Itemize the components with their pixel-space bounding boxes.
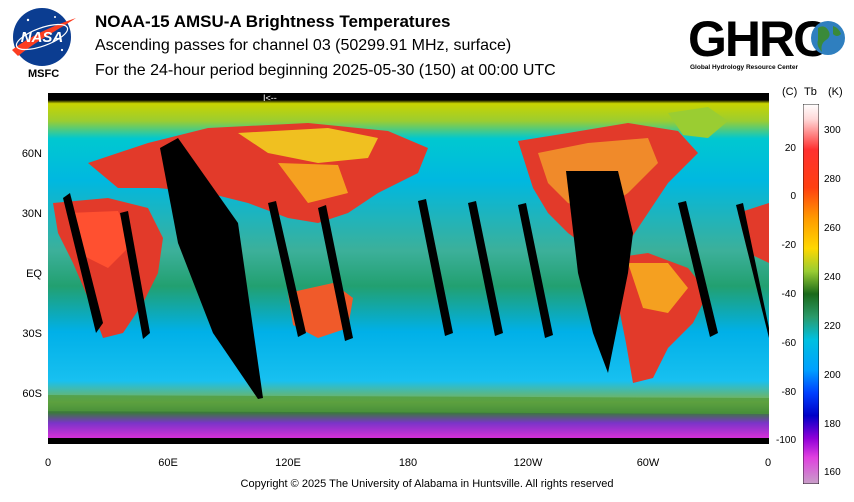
colorbar-k-tick: 220: [824, 321, 841, 332]
colorbar-c-tick: -60: [781, 338, 796, 349]
svg-text:NASA: NASA: [21, 29, 64, 46]
msfc-label: MSFC: [28, 68, 60, 80]
colorbar-c-tick: 0: [790, 191, 796, 202]
lon-label-60e: 60E: [158, 457, 178, 469]
colorbar-k-tick: 160: [824, 467, 841, 478]
ghrc-logo: GHRC: [688, 10, 848, 80]
colorbar-c-tick: 20: [784, 143, 796, 154]
chart-subtitle: Ascending passes for channel 03 (50299.9…: [95, 37, 512, 54]
colorbar-c-tick: -100: [775, 435, 796, 446]
lat-label-60s: 60S: [22, 388, 42, 400]
nasa-logo: NASA: [10, 6, 80, 82]
lon-label-0-right: 0: [764, 457, 772, 469]
colorbar: [802, 103, 820, 485]
colorbar-c-tick: -20: [781, 240, 796, 251]
brightness-temperature-map: I<--: [48, 93, 769, 444]
colorbar-kelvin-header: (K): [828, 86, 843, 98]
lon-label-120w: 120W: [513, 457, 543, 469]
lat-label-30n: 30N: [21, 208, 42, 220]
lat-label-eq: EQ: [26, 268, 42, 280]
colorbar-tb-header: Tb: [804, 86, 817, 98]
chart-title: NOAA-15 AMSU-A Brightness Temperatures: [95, 12, 451, 31]
lat-label-30s: 30S: [22, 328, 42, 340]
colorbar-c-tick: -40: [781, 289, 796, 300]
copyright-notice: Copyright © 2025 The University of Alaba…: [240, 478, 614, 490]
colorbar-k-tick: 300: [824, 125, 841, 136]
svg-text:GHRC: GHRC: [688, 11, 828, 66]
colorbar-celsius-header: (C): [782, 86, 798, 98]
colorbar-k-tick: 280: [824, 174, 841, 185]
lon-label-180: 180: [398, 457, 418, 469]
colorbar-k-tick: 180: [824, 419, 841, 430]
ghrc-caption: Global Hydrology Resource Center: [690, 64, 798, 71]
lon-label-0-left: 0: [44, 457, 52, 469]
colorbar-c-tick: -80: [781, 387, 796, 398]
lon-label-120e: 120E: [275, 457, 301, 469]
svg-text:I<--: I<--: [263, 93, 277, 103]
lon-label-60w: 60W: [636, 457, 660, 469]
colorbar-k-tick: 200: [824, 370, 841, 381]
colorbar-k-tick: 260: [824, 223, 841, 234]
lat-label-60n: 60N: [21, 148, 42, 160]
colorbar-k-tick: 240: [824, 272, 841, 283]
time-period: For the 24-hour period beginning 2025-05…: [95, 62, 556, 79]
